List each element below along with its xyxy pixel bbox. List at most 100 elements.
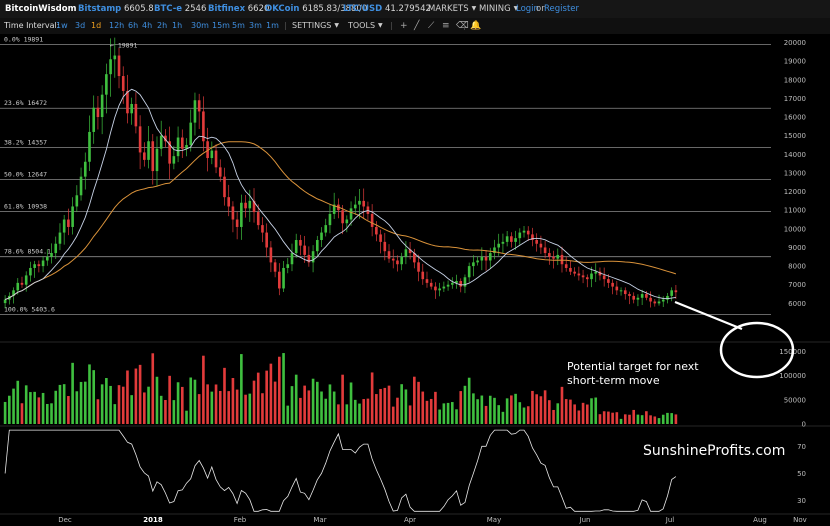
- tools-menu[interactable]: TOOLS ▼: [348, 21, 383, 30]
- volume-bar: [62, 384, 66, 424]
- candle-body: [37, 264, 41, 267]
- candle-body: [476, 260, 479, 263]
- volume-bar: [666, 412, 669, 424]
- moving-averages: [4, 88, 677, 301]
- bell-icon[interactable]: 🔔: [470, 21, 482, 31]
- fib-label: 78.6% 8504.1: [4, 248, 51, 256]
- candle-body: [50, 253, 53, 257]
- register-link[interactable]: Register: [544, 4, 579, 14]
- price-tick-label: 14000: [784, 151, 806, 159]
- volume-bar: [337, 404, 340, 424]
- volume-bar: [362, 399, 366, 424]
- volume-bar: [425, 400, 429, 424]
- interval-30m[interactable]: 30m: [191, 21, 209, 30]
- volume-bar: [581, 402, 585, 424]
- candle-body: [210, 150, 214, 159]
- peak-label: ← 19891: [110, 42, 137, 50]
- volume-bar: [623, 414, 627, 424]
- candle-body: [450, 282, 454, 285]
- interval-6h[interactable]: 6h: [128, 21, 139, 30]
- volume-bar: [353, 399, 357, 424]
- volume-bar: [383, 387, 387, 424]
- candle-body: [164, 135, 167, 142]
- mining-menu[interactable]: MINING ▼: [479, 4, 519, 14]
- x-tick-label: 2018: [143, 516, 163, 524]
- interval-12h[interactable]: 12h: [109, 21, 125, 30]
- interval-5m[interactable]: 5m: [232, 21, 245, 30]
- brand-logo[interactable]: BitcoinWisdom: [5, 4, 77, 14]
- volume-bar: [400, 384, 403, 424]
- volume-bar: [83, 381, 87, 424]
- rsi-tick-label: 30: [797, 497, 806, 505]
- interval-1m[interactable]: 1m: [266, 21, 279, 30]
- exchange-okcoin[interactable]: OKCoin 6185.83/38800: [265, 4, 368, 14]
- volume-bar: [130, 395, 133, 424]
- candle-body: [83, 161, 87, 177]
- volume-bar: [670, 413, 673, 424]
- candle-body: [100, 94, 104, 118]
- x-tick-label: Jul: [665, 516, 675, 524]
- volume-bar: [24, 385, 28, 424]
- volume-bar: [261, 393, 264, 424]
- volume-bar: [505, 398, 509, 424]
- price-tick-label: 12000: [784, 188, 806, 196]
- rsi-indicator: [4, 429, 677, 512]
- grid-lines: [0, 341, 830, 515]
- ma-slow-line: [4, 141, 677, 301]
- exchange-bitstamp[interactable]: Bitstamp 6605.8: [78, 4, 154, 14]
- eraser-icon[interactable]: ⌫: [456, 21, 469, 31]
- candle-body: [531, 234, 534, 241]
- volume-bar: [45, 403, 49, 424]
- interval-1w[interactable]: 1w: [56, 21, 68, 30]
- login-link[interactable]: Login: [516, 4, 539, 14]
- interval-3d[interactable]: 3d: [75, 21, 86, 30]
- candle-body: [320, 232, 323, 241]
- candle-body: [472, 262, 475, 267]
- volume-bar: [653, 416, 657, 424]
- candle-body: [88, 131, 91, 162]
- candle-body: [573, 271, 576, 274]
- crosshair-icon[interactable]: +: [400, 21, 408, 31]
- settings-menu[interactable]: SETTINGS ▼: [292, 21, 340, 30]
- ray-icon[interactable]: ⟋: [428, 21, 435, 31]
- exchange-ltc-usd[interactable]: LTC/USD 41.279542: [343, 4, 431, 14]
- volume-bar: [349, 382, 353, 424]
- markets-menu[interactable]: MARKETS ▼: [428, 4, 477, 14]
- price-chart[interactable]: 0.0% 19891 23.6% 16472 38.2% 14357 50.0% 12…: [0, 34, 830, 526]
- volume-bar: [210, 391, 214, 424]
- candle-body: [429, 282, 433, 287]
- volume-bar: [71, 362, 74, 424]
- candle-body: [548, 253, 551, 257]
- volume-bar: [594, 397, 598, 424]
- interval-15m[interactable]: 15m: [212, 21, 230, 30]
- interval-3m[interactable]: 3m: [249, 21, 262, 30]
- fib-icon[interactable]: ≡: [442, 21, 450, 31]
- volume-bars: [3, 353, 678, 424]
- exchange-btc-e[interactable]: BTC-e 2546: [154, 4, 207, 14]
- volume-bar: [438, 409, 441, 424]
- candle-body: [514, 238, 517, 242]
- candle-body: [442, 286, 446, 289]
- volume-bar: [92, 370, 96, 424]
- volume-bar: [488, 395, 492, 424]
- volume-bar: [391, 406, 395, 424]
- interval-4h[interactable]: 4h: [142, 21, 153, 30]
- candle-body: [666, 295, 669, 300]
- volume-bar: [218, 390, 222, 424]
- volume-bar: [450, 402, 454, 424]
- interval-2h[interactable]: 2h: [157, 21, 168, 30]
- candle-body: [71, 206, 74, 227]
- exchange-bitfinex[interactable]: Bitfinex 6620: [208, 4, 270, 14]
- volume-bar: [290, 386, 294, 424]
- fib-label: 0.0% 19891: [4, 36, 43, 44]
- interval-1d[interactable]: 1d: [91, 21, 102, 30]
- candle-body: [256, 212, 260, 226]
- volume-bar: [214, 384, 218, 424]
- volume-bar: [548, 400, 551, 424]
- interval-1h[interactable]: 1h: [172, 21, 183, 30]
- candle-body: [332, 204, 336, 214]
- line-icon[interactable]: ╱: [414, 21, 420, 31]
- candle-body: [370, 213, 374, 227]
- candle-body: [615, 286, 619, 291]
- candle-body: [206, 141, 209, 159]
